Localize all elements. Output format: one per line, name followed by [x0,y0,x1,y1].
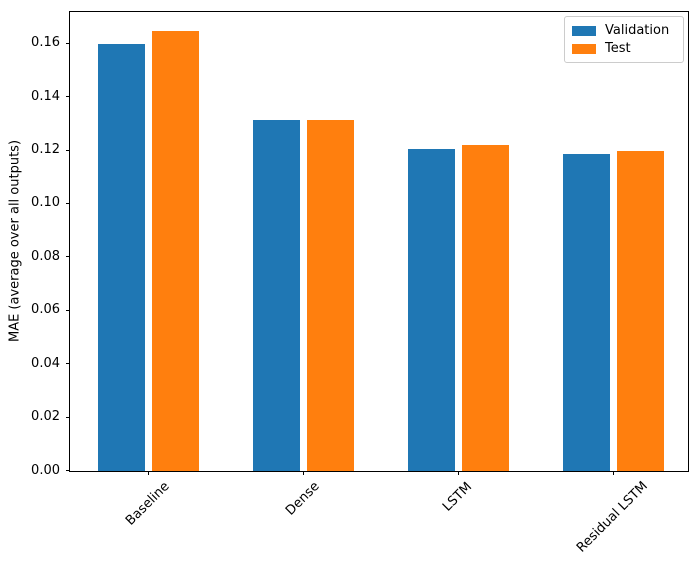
x-tick [457,471,459,475]
y-tick-label: 0.10 [31,195,60,211]
bar-test-residual-lstm [616,150,664,471]
bar-validation-residual-lstm [562,154,610,471]
y-tick-label: 0.12 [31,142,60,158]
legend-label-test: Test [605,41,631,56]
x-tick [302,471,304,475]
bar-validation-dense [252,119,300,471]
legend: Validation Test [564,16,684,63]
test-swatch [572,43,596,54]
bar-test-dense [306,119,354,471]
y-tick-label: 0.04 [31,355,60,371]
y-tick-label: 0.08 [31,248,60,264]
y-tick [66,309,70,311]
y-tick [66,363,70,365]
bar-validation-baseline [97,44,145,471]
x-tick [612,471,614,475]
x-tick-label-lstm: LSTM [440,479,476,515]
y-tick [66,202,70,204]
y-tick [66,256,70,258]
bar-test-lstm [461,144,509,471]
validation-swatch [572,25,596,36]
x-tick-label-residual-lstm: Residual LSTM [574,479,652,557]
legend-label-validation: Validation [605,23,670,38]
bar-test-baseline [151,30,199,471]
y-tick-label: 0.02 [31,409,60,425]
x-tick [147,471,149,475]
x-tick-label-dense: Dense [283,478,323,519]
bar-validation-lstm [407,149,455,471]
y-tick [66,42,70,44]
legend-item-test: Test [572,41,676,56]
x-tick-label-baseline: Baseline [123,478,173,529]
y-tick-label: 0.16 [31,35,60,51]
y-tick [66,149,70,151]
plot-area [70,12,688,471]
legend-item-validation: Validation [572,23,676,38]
y-tick [66,416,70,418]
y-tick-label: 0.14 [31,88,60,104]
y-tick [66,96,70,98]
y-tick [66,470,70,471]
y-tick-label: 0.00 [31,462,60,478]
y-tick-label: 0.06 [31,302,60,318]
